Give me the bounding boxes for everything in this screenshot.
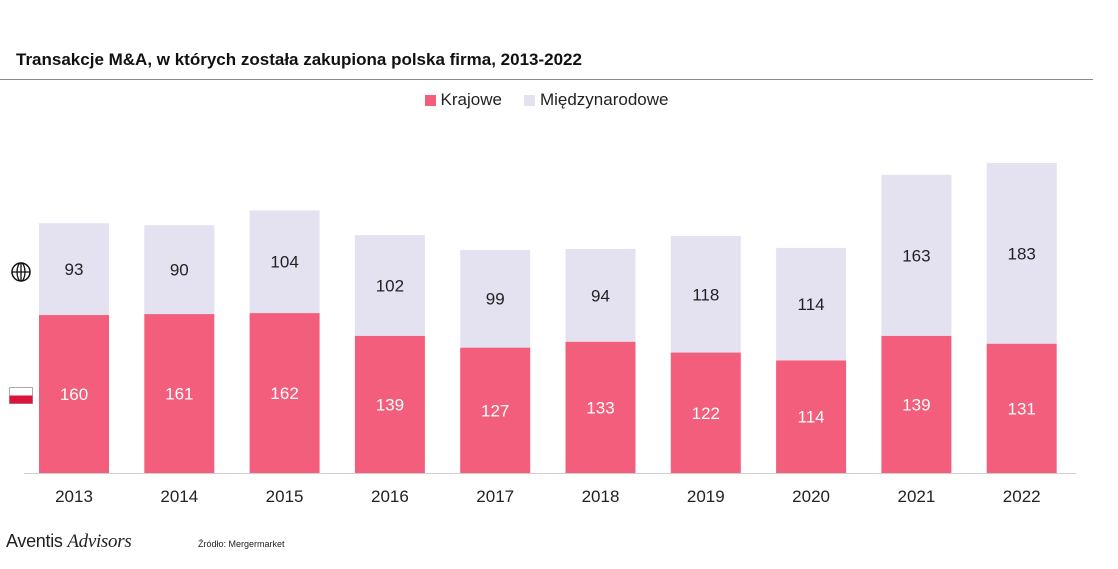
data-label-international-2021: 163 bbox=[902, 246, 930, 265]
x-tick-label-2021: 2021 bbox=[897, 487, 935, 506]
bar-domestic-2018 bbox=[565, 341, 636, 473]
x-tick-label-2015: 2015 bbox=[266, 487, 304, 506]
x-tick-label-2022: 2022 bbox=[1003, 487, 1041, 506]
legend-swatch-domestic bbox=[424, 94, 436, 106]
data-label-domestic-2016: 139 bbox=[376, 395, 404, 414]
brand-name-part2: Advisors bbox=[67, 531, 132, 552]
bar-domestic-2021 bbox=[881, 335, 952, 473]
bar-domestic-2017 bbox=[460, 347, 531, 473]
title-divider bbox=[0, 79, 1093, 80]
data-label-domestic-2017: 127 bbox=[481, 401, 509, 420]
legend-item-domestic: Krajowe bbox=[424, 90, 502, 110]
brand-name-part1: Aventis bbox=[6, 531, 63, 551]
legend-swatch-international bbox=[523, 94, 535, 106]
bar-international-2016 bbox=[354, 235, 425, 336]
legend-label-domestic: Krajowe bbox=[440, 90, 502, 109]
bar-domestic-2015 bbox=[249, 313, 320, 473]
globe-icon bbox=[11, 262, 31, 282]
x-tick-label-2020: 2020 bbox=[792, 487, 830, 506]
legend-item-international: Międzynarodowe bbox=[523, 90, 669, 110]
bar-international-2017 bbox=[460, 249, 531, 348]
bar-international-2018 bbox=[565, 248, 636, 342]
data-label-domestic-2020: 114 bbox=[798, 408, 825, 427]
bar-international-2015 bbox=[249, 210, 320, 314]
data-label-international-2017: 99 bbox=[486, 290, 505, 309]
bar-international-2014 bbox=[144, 225, 215, 315]
x-tick-label-2014: 2014 bbox=[160, 487, 198, 506]
bar-domestic-2013 bbox=[39, 315, 109, 473]
bar-international-2021 bbox=[881, 174, 952, 336]
x-tick-label-2019: 2019 bbox=[687, 487, 725, 506]
data-label-international-2020: 114 bbox=[798, 295, 825, 314]
bar-domestic-2014 bbox=[144, 314, 215, 473]
source-note: Źródło: Mergermarket bbox=[198, 539, 285, 549]
x-tick-label-2016: 2016 bbox=[371, 487, 409, 506]
bar-international-2022 bbox=[986, 163, 1057, 344]
data-label-domestic-2021: 139 bbox=[902, 395, 930, 414]
data-label-domestic-2019: 122 bbox=[692, 404, 720, 423]
bar-international-2013 bbox=[39, 223, 109, 316]
data-label-international-2019: 118 bbox=[692, 285, 719, 304]
legend-label-international: Międzynarodowe bbox=[539, 90, 669, 109]
data-label-international-2022: 183 bbox=[1008, 244, 1036, 263]
data-label-domestic-2014: 161 bbox=[165, 385, 193, 404]
bar-domestic-2016 bbox=[354, 335, 425, 473]
x-tick-label-2013: 2013 bbox=[55, 487, 93, 506]
data-label-international-2018: 94 bbox=[591, 286, 610, 305]
data-label-international-2015: 104 bbox=[270, 253, 298, 272]
data-label-international-2014: 90 bbox=[170, 261, 189, 280]
bar-international-2019 bbox=[670, 236, 741, 353]
bar-domestic-2022 bbox=[986, 343, 1057, 473]
data-label-domestic-2018: 133 bbox=[586, 398, 614, 417]
bar-international-2020 bbox=[776, 247, 847, 361]
data-label-international-2013: 93 bbox=[65, 260, 84, 279]
bar-domestic-2019 bbox=[670, 352, 741, 473]
data-label-international-2016: 102 bbox=[376, 276, 404, 295]
poland-flag-icon bbox=[9, 387, 33, 404]
x-tick-label-2017: 2017 bbox=[476, 487, 514, 506]
chart-title: Transakcje M&A, w których została zakupi… bbox=[16, 50, 582, 69]
data-label-domestic-2022: 131 bbox=[1008, 399, 1036, 418]
brand-logo: Aventis Advisors bbox=[6, 531, 132, 553]
x-tick-label-2018: 2018 bbox=[582, 487, 620, 506]
data-label-domestic-2013: 160 bbox=[60, 385, 88, 404]
data-label-domestic-2015: 162 bbox=[270, 384, 298, 403]
bar-domestic-2020 bbox=[776, 360, 847, 473]
legend: Krajowe Międzynarodowe bbox=[0, 90, 1093, 110]
